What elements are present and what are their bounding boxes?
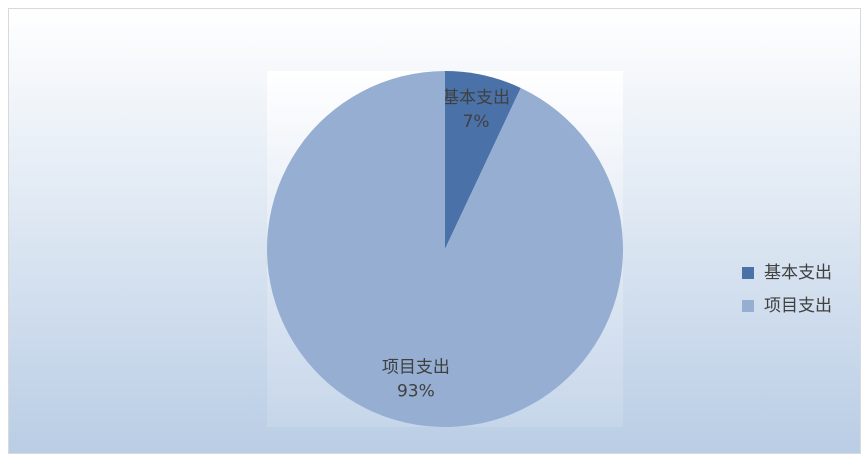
data-label-value: 93% (397, 381, 435, 401)
legend-swatch (742, 267, 754, 279)
pie-slice (267, 71, 624, 427)
pie-slice (445, 71, 521, 249)
data-label-category: 项目支出 (382, 357, 450, 377)
data-label-category: 基本支出 (442, 88, 510, 108)
legend-label: 基本支出 (764, 263, 832, 283)
data-label-value: 7% (463, 112, 490, 132)
legend-label: 项目支出 (764, 296, 832, 316)
legend-swatch (742, 300, 754, 312)
